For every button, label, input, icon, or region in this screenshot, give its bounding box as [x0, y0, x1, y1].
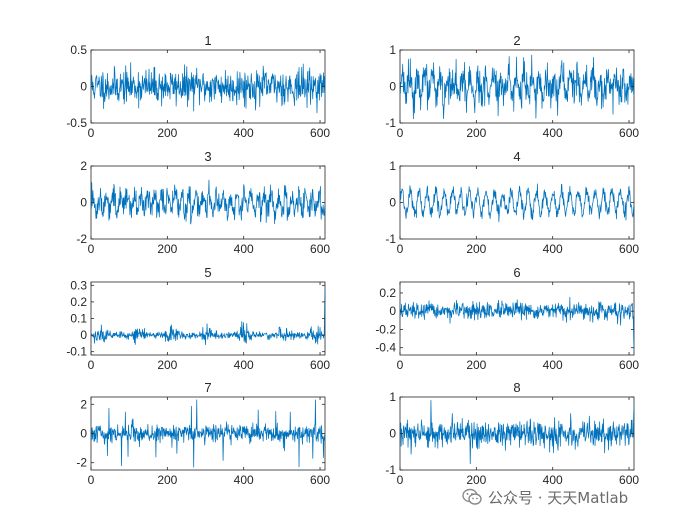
x-tick-label: 400	[543, 473, 563, 487]
y-tick-label: -0.2	[375, 322, 396, 336]
watermark: 公众号 · 天天Matlab	[462, 484, 628, 510]
subplot-title: 8	[513, 380, 520, 395]
series-line	[400, 296, 634, 353]
y-tick-label: 1	[389, 390, 396, 404]
y-tick-label: 0	[389, 80, 396, 94]
y-tick-label: -0.5	[66, 116, 87, 130]
x-tick-label: 200	[157, 473, 177, 487]
y-tick-label: 0	[389, 196, 396, 210]
x-tick-label: 0	[397, 358, 404, 372]
x-tick-label: 200	[466, 358, 486, 372]
subplot-title: 5	[204, 265, 211, 280]
x-tick-label: 400	[234, 473, 254, 487]
x-tick-label: 0	[397, 242, 404, 256]
y-tick-label: 0	[80, 328, 87, 342]
y-tick-label: 2	[80, 397, 87, 411]
subplot-title: 2	[513, 33, 520, 48]
series-line	[91, 179, 325, 225]
axes-box	[399, 281, 635, 356]
x-tick-label: 400	[234, 242, 254, 256]
wechat-icon	[462, 488, 482, 505]
y-tick-label: 1	[389, 159, 396, 173]
y-tick-label: -0.1	[66, 345, 87, 359]
x-tick-label: 600	[619, 473, 639, 487]
subplot-title: 1	[204, 33, 211, 48]
series-line	[400, 400, 634, 465]
x-tick-label: 0	[397, 126, 404, 140]
series-line	[91, 62, 325, 114]
axes-box	[90, 281, 326, 356]
x-tick-label: 0	[88, 358, 95, 372]
x-tick-label: 600	[310, 358, 330, 372]
y-tick-label: 0	[389, 304, 396, 318]
x-tick-label: 200	[466, 473, 486, 487]
y-tick-label: 2	[80, 159, 87, 173]
x-tick-label: 600	[619, 242, 639, 256]
subplot-6: 0 200 400 600 -0.4 -0.2 0 0.2 6	[375, 265, 639, 372]
y-tick-label: -1	[385, 232, 396, 246]
x-tick-label: 600	[310, 473, 330, 487]
y-tick-label: 0.2	[70, 295, 87, 309]
y-tick-label: 0.5	[70, 43, 87, 57]
y-tick-label: -2	[76, 456, 87, 470]
y-tick-label: 0.3	[70, 278, 87, 292]
series-line	[91, 285, 325, 346]
x-tick-label: 400	[543, 242, 563, 256]
x-tick-label: 400	[234, 358, 254, 372]
subplot-title: 4	[513, 149, 520, 164]
subplot-title: 7	[204, 380, 211, 395]
series-line	[400, 183, 634, 223]
subplot-5: 0 200 400 600-0.100.10.20.35	[66, 265, 330, 372]
x-tick-label: 0	[88, 126, 95, 140]
x-tick-label: 0	[397, 473, 404, 487]
y-tick-label: 0	[80, 427, 87, 441]
x-tick-label: 200	[157, 358, 177, 372]
x-tick-label: 0	[88, 242, 95, 256]
series-line	[400, 54, 634, 120]
y-tick-label: 0	[80, 80, 87, 94]
x-tick-label: 200	[157, 126, 177, 140]
series-line	[91, 399, 325, 468]
x-tick-label: 400	[543, 358, 563, 372]
x-tick-label: 600	[310, 242, 330, 256]
x-tick-label: 400	[543, 126, 563, 140]
x-tick-label: 0	[88, 473, 95, 487]
x-tick-label: 200	[466, 126, 486, 140]
y-tick-label: 0	[389, 427, 396, 441]
y-tick-label: -1	[385, 463, 396, 477]
y-tick-label: 0.2	[379, 286, 396, 300]
x-tick-label: 400	[234, 126, 254, 140]
x-tick-label: 600	[619, 358, 639, 372]
y-tick-label: 0	[80, 196, 87, 210]
y-tick-label: 1	[389, 43, 396, 57]
y-tick-label: -0.4	[375, 341, 396, 355]
subplot-1: 0 200 400 600-0.500.51	[66, 33, 330, 140]
axes-box	[90, 165, 326, 240]
x-tick-label: 600	[310, 126, 330, 140]
subplot-title: 6	[513, 265, 520, 280]
watermark-text: 公众号 · 天天Matlab	[488, 488, 629, 507]
x-tick-label: 200	[157, 242, 177, 256]
x-tick-label: 600	[619, 126, 639, 140]
y-tick-label: -1	[385, 116, 396, 130]
y-tick-label: -2	[76, 232, 87, 246]
x-tick-label: 200	[466, 242, 486, 256]
y-tick-label: 0.1	[70, 312, 87, 326]
subplot-title: 3	[204, 149, 211, 164]
